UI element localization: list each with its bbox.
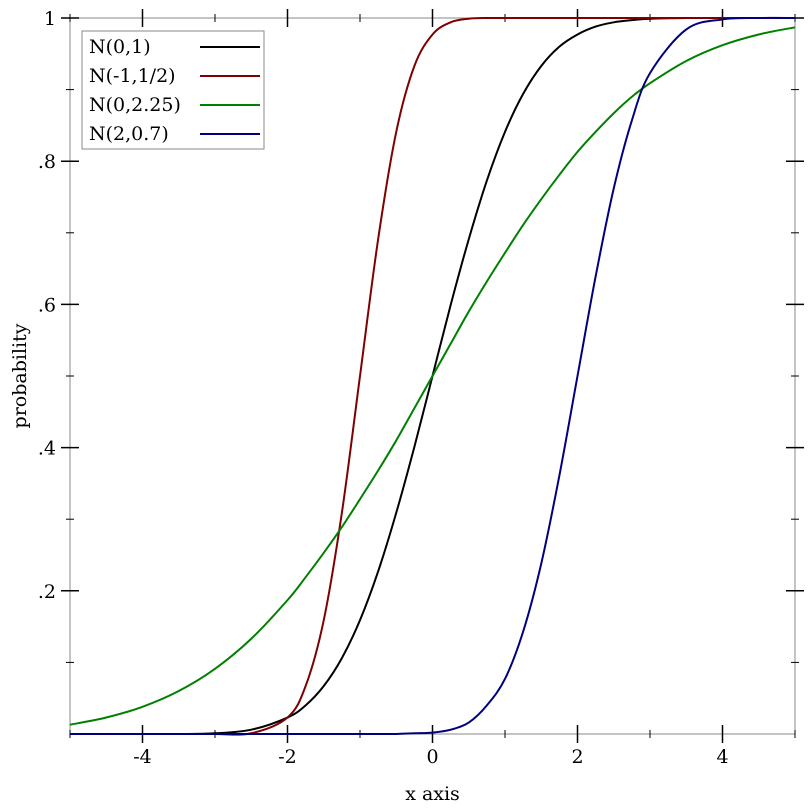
tick-labels: -4 -2 0 2 4 .2 .4 .6 .8 1 — [38, 8, 729, 768]
series-line-n-0-2-25 — [69, 26, 796, 726]
y-tick-label: 1 — [44, 8, 56, 30]
y-tick-label: .2 — [38, 581, 56, 603]
x-tick-label: -2 — [278, 746, 297, 768]
series-line-n-2-0-7 — [70, 16, 796, 736]
x-tick-label: -4 — [133, 746, 152, 768]
legend-label: N(0,2.25) — [89, 94, 181, 116]
series-line-n-1-1-2 — [70, 16, 795, 736]
x-tick-label: 0 — [426, 746, 438, 768]
series-line-n-0-1 — [70, 16, 795, 736]
legend-label: N(2,0.7) — [89, 123, 169, 145]
x-tick-label: 2 — [571, 746, 583, 768]
y-tick-label: .4 — [38, 438, 56, 460]
series-layer — [69, 16, 796, 736]
y-tick-label: .8 — [38, 151, 56, 173]
y-axis-label: probability — [9, 323, 31, 428]
x-axis-label: x axis — [405, 783, 460, 805]
legend: N(0,1) N(-1,1/2) N(0,2.25) N(2,0.7) — [81, 30, 265, 150]
legend-items: N(0,1) N(-1,1/2) N(0,2.25) N(2,0.7) — [89, 36, 260, 145]
legend-box — [81, 30, 265, 150]
x-tick-label: 4 — [716, 746, 728, 768]
y-tick-label: .6 — [38, 294, 56, 316]
legend-label: N(0,1) — [89, 36, 151, 58]
legend-label: N(-1,1/2) — [89, 65, 176, 87]
